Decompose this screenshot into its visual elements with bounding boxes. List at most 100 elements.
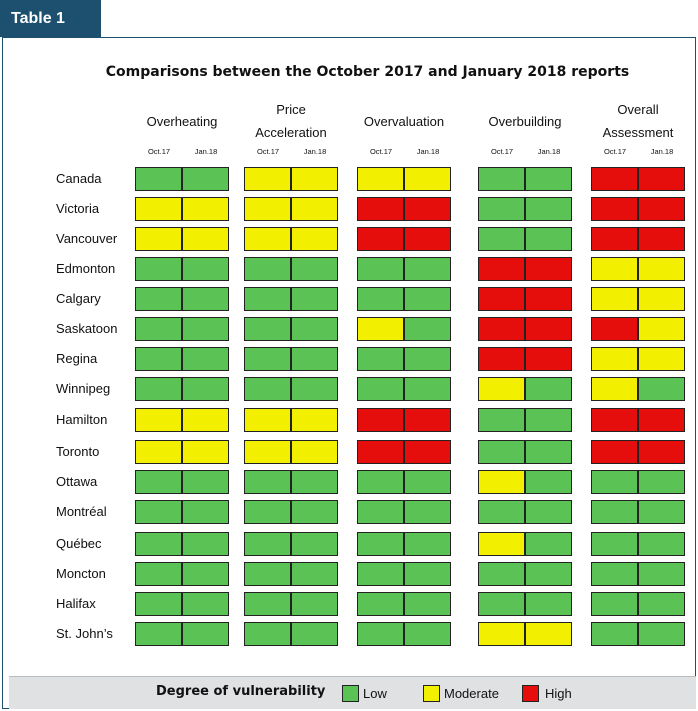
vulnerability-cell bbox=[478, 592, 525, 616]
vulnerability-cell bbox=[478, 622, 525, 646]
vulnerability-cell bbox=[404, 347, 451, 371]
vulnerability-cell bbox=[291, 470, 338, 494]
vulnerability-cell bbox=[525, 377, 572, 401]
vulnerability-cell bbox=[357, 408, 404, 432]
vulnerability-cell bbox=[525, 197, 572, 221]
vulnerability-cell bbox=[135, 257, 182, 281]
vulnerability-cell bbox=[478, 377, 525, 401]
vulnerability-cell bbox=[182, 592, 229, 616]
vulnerability-cell bbox=[291, 408, 338, 432]
vulnerability-cell bbox=[244, 470, 291, 494]
vulnerability-cell bbox=[478, 408, 525, 432]
vulnerability-cell bbox=[638, 317, 685, 341]
row-label: Toronto bbox=[56, 444, 100, 459]
vulnerability-cell bbox=[638, 197, 685, 221]
vulnerability-cell bbox=[591, 197, 638, 221]
vulnerability-cell bbox=[638, 227, 685, 251]
vulnerability-cell bbox=[525, 167, 572, 191]
vulnerability-cell bbox=[638, 470, 685, 494]
vulnerability-cell bbox=[478, 500, 525, 524]
vulnerability-cell bbox=[478, 440, 525, 464]
vulnerability-cell bbox=[638, 622, 685, 646]
vulnerability-cell bbox=[291, 440, 338, 464]
vulnerability-cell bbox=[638, 377, 685, 401]
vulnerability-cell bbox=[244, 287, 291, 311]
vulnerability-cell bbox=[404, 377, 451, 401]
vulnerability-cell bbox=[244, 197, 291, 221]
vulnerability-cell bbox=[291, 532, 338, 556]
row-label: Québec bbox=[56, 536, 102, 551]
vulnerability-cell bbox=[591, 347, 638, 371]
vulnerability-cell bbox=[591, 440, 638, 464]
table-tab: Table 1 bbox=[0, 0, 101, 37]
sub-header-jan18: Jan.18 bbox=[650, 147, 674, 156]
vulnerability-cell bbox=[404, 532, 451, 556]
vulnerability-cell bbox=[244, 562, 291, 586]
vulnerability-cell bbox=[357, 227, 404, 251]
sub-header-oct17: Oct.17 bbox=[369, 147, 393, 156]
vulnerability-cell bbox=[525, 622, 572, 646]
vulnerability-cell bbox=[638, 500, 685, 524]
vulnerability-cell bbox=[357, 197, 404, 221]
legend-label: Moderate bbox=[444, 686, 499, 701]
sub-header-oct17: Oct.17 bbox=[256, 147, 280, 156]
vulnerability-cell bbox=[404, 227, 451, 251]
legend-swatch bbox=[522, 685, 539, 702]
vulnerability-cell bbox=[182, 227, 229, 251]
vulnerability-cell bbox=[525, 287, 572, 311]
vulnerability-cell bbox=[244, 500, 291, 524]
row-label: Halifax bbox=[56, 596, 96, 611]
vulnerability-cell bbox=[357, 257, 404, 281]
vulnerability-cell bbox=[182, 377, 229, 401]
vulnerability-cell bbox=[182, 440, 229, 464]
vulnerability-cell bbox=[182, 347, 229, 371]
vulnerability-cell bbox=[182, 257, 229, 281]
vulnerability-cell bbox=[591, 257, 638, 281]
vulnerability-cell bbox=[357, 317, 404, 341]
vulnerability-cell bbox=[404, 167, 451, 191]
vulnerability-cell bbox=[591, 227, 638, 251]
vulnerability-cell bbox=[638, 287, 685, 311]
vulnerability-cell bbox=[525, 408, 572, 432]
vulnerability-cell bbox=[525, 592, 572, 616]
vulnerability-cell bbox=[135, 592, 182, 616]
vulnerability-cell bbox=[591, 287, 638, 311]
vulnerability-cell bbox=[135, 532, 182, 556]
vulnerability-cell bbox=[182, 532, 229, 556]
vulnerability-cell bbox=[357, 622, 404, 646]
vulnerability-cell bbox=[478, 167, 525, 191]
vulnerability-cell bbox=[591, 500, 638, 524]
vulnerability-cell bbox=[591, 532, 638, 556]
vulnerability-cell bbox=[478, 317, 525, 341]
row-label: Edmonton bbox=[56, 261, 116, 276]
vulnerability-cell bbox=[357, 347, 404, 371]
vulnerability-cell bbox=[182, 317, 229, 341]
vulnerability-cell bbox=[478, 562, 525, 586]
sub-header-oct17: Oct.17 bbox=[490, 147, 514, 156]
vulnerability-cell bbox=[404, 592, 451, 616]
vulnerability-cell bbox=[244, 532, 291, 556]
vulnerability-cell bbox=[135, 317, 182, 341]
vulnerability-cell bbox=[244, 317, 291, 341]
vulnerability-cell bbox=[478, 287, 525, 311]
vulnerability-cell bbox=[638, 257, 685, 281]
sub-header-jan18: Jan.18 bbox=[537, 147, 561, 156]
vulnerability-cell bbox=[244, 167, 291, 191]
vulnerability-cell bbox=[478, 257, 525, 281]
vulnerability-cell bbox=[244, 257, 291, 281]
vulnerability-cell bbox=[404, 622, 451, 646]
vulnerability-cell bbox=[404, 317, 451, 341]
row-label: Saskatoon bbox=[56, 321, 118, 336]
legend-title: Degree of vulnerability bbox=[156, 684, 326, 699]
row-label: Vancouver bbox=[56, 231, 118, 246]
sub-header-jan18: Jan.18 bbox=[416, 147, 440, 156]
vulnerability-cell bbox=[478, 227, 525, 251]
vulnerability-cell bbox=[291, 197, 338, 221]
row-label: Victoria bbox=[56, 201, 100, 216]
vulnerability-cell bbox=[357, 500, 404, 524]
vulnerability-cell bbox=[135, 408, 182, 432]
vulnerability-cell bbox=[591, 622, 638, 646]
vulnerability-cell bbox=[135, 470, 182, 494]
vulnerability-cell bbox=[404, 257, 451, 281]
vulnerability-cell bbox=[638, 440, 685, 464]
